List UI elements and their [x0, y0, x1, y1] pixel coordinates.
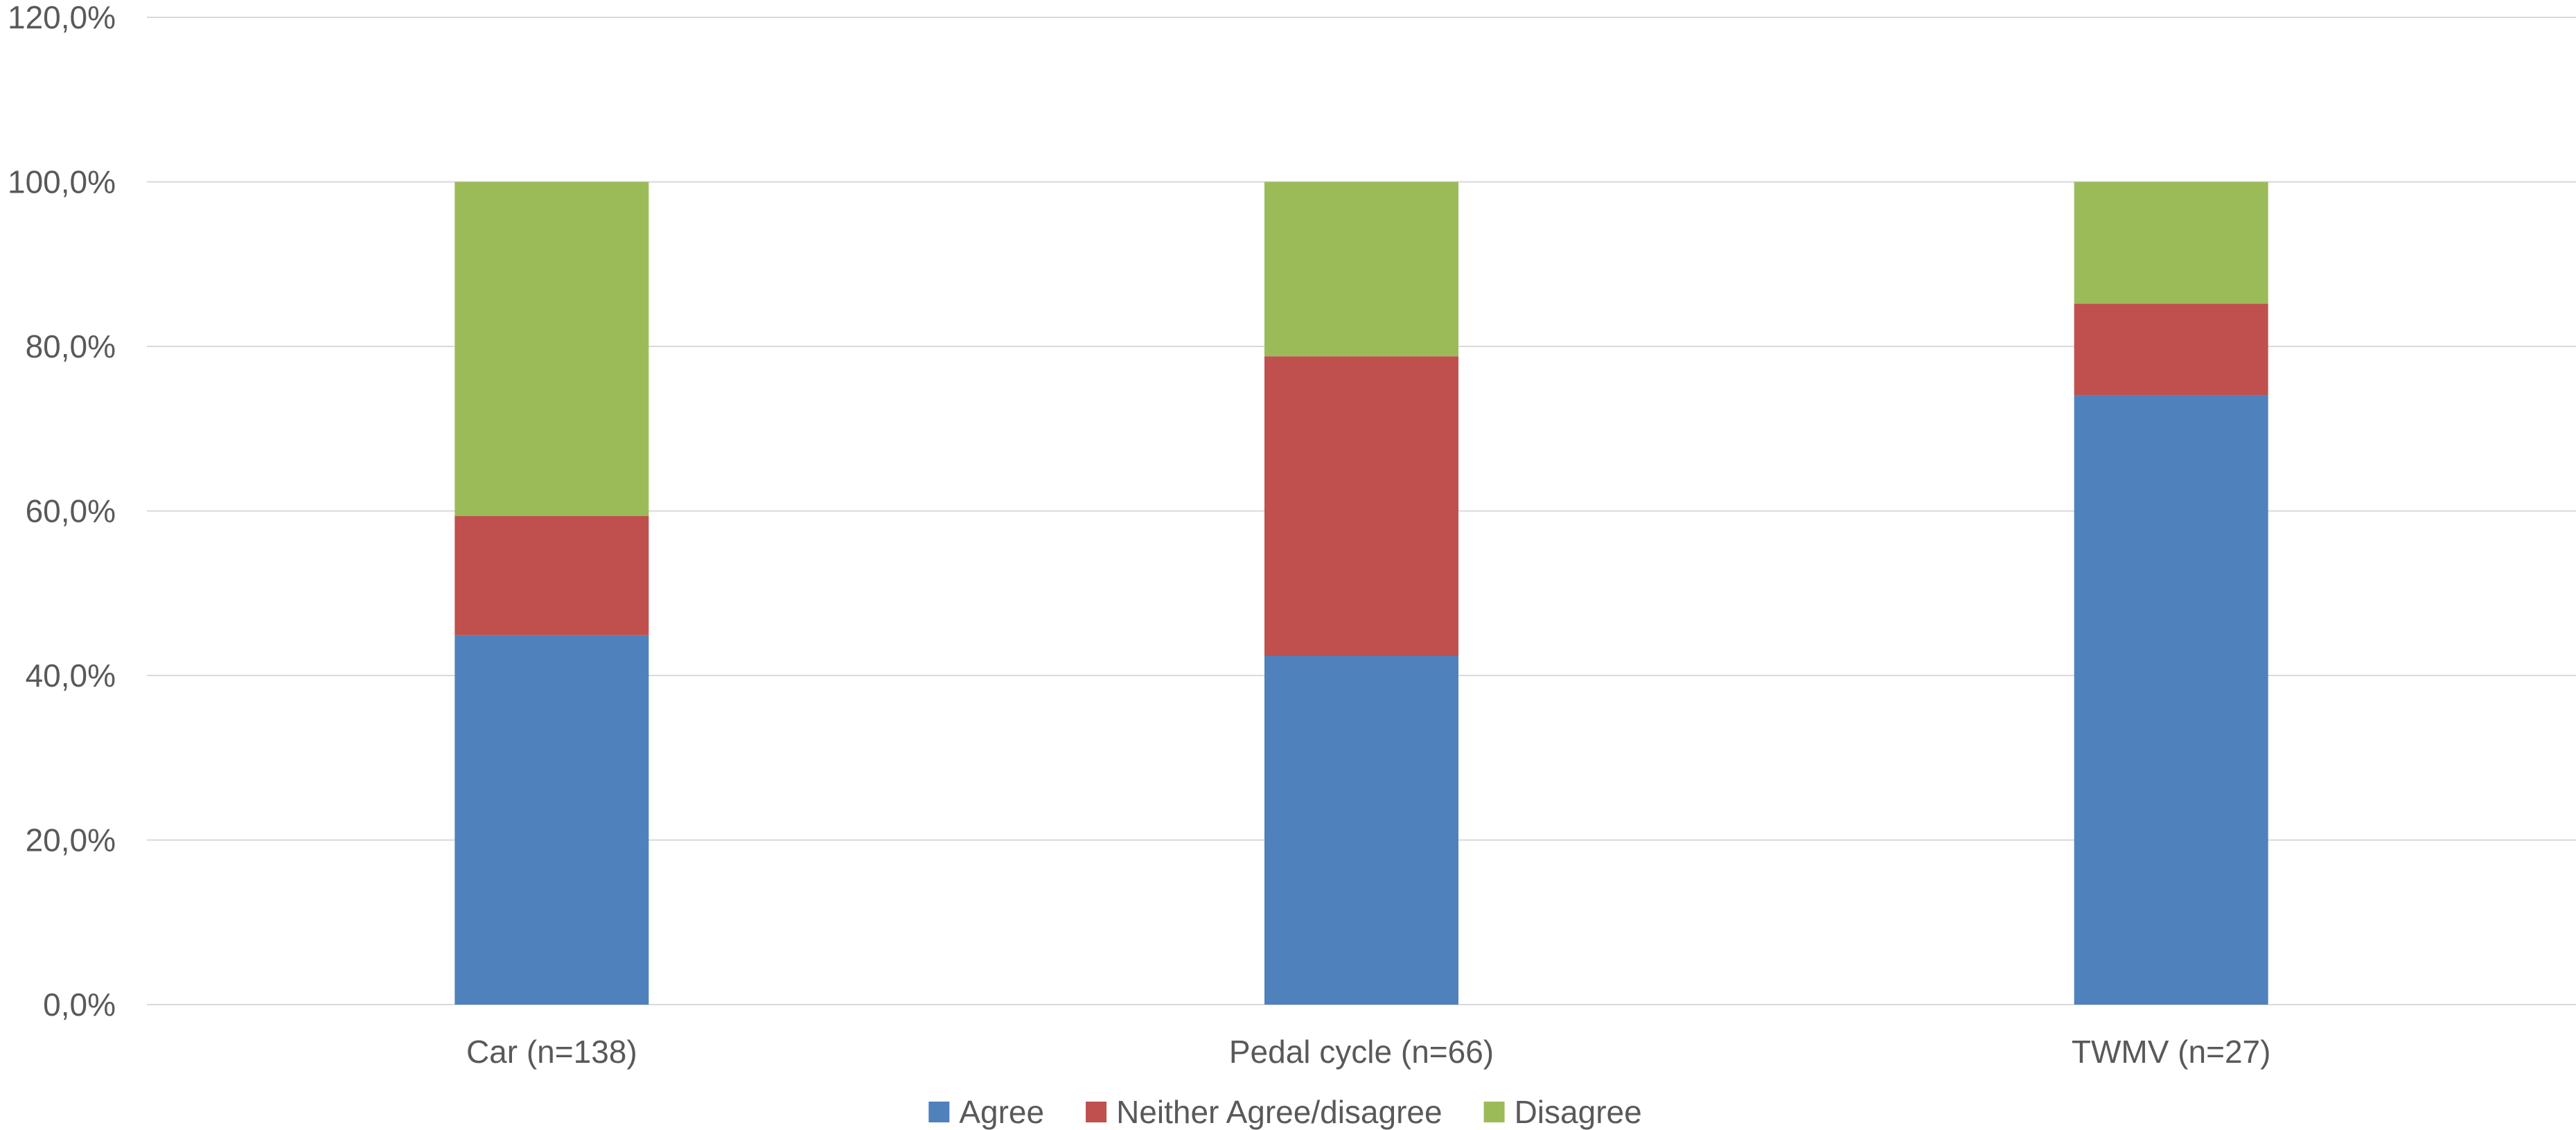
bar-segment-agree-2 — [2074, 395, 2268, 1005]
y-tick-label: 0,0% — [43, 987, 116, 1023]
x-axis-tick-labels: Car (n=138) Pedal cycle (n=66) TWMV (n=27) — [466, 1034, 2270, 1070]
bars — [455, 182, 2268, 1005]
x-tick-label: TWMV (n=27) — [2072, 1034, 2271, 1070]
legend: Agree Neither Agree/disagree Disagree — [928, 1094, 1642, 1130]
legend-label: Neither Agree/disagree — [1116, 1094, 1443, 1130]
legend-swatch — [1086, 1102, 1107, 1122]
y-tick-label: 120,0% — [8, 0, 116, 35]
legend-swatch — [1483, 1102, 1505, 1122]
bar-segment-neither-agree-disagree-2 — [2074, 303, 2268, 396]
y-tick-label: 20,0% — [26, 822, 116, 858]
bar-segment-disagree-0 — [455, 182, 649, 516]
y-tick-label: 60,0% — [26, 493, 116, 529]
bar-segment-agree-1 — [1264, 655, 1458, 1005]
x-tick-label: Pedal cycle (n=66) — [1229, 1034, 1494, 1070]
bar-segment-agree-0 — [455, 635, 649, 1005]
legend-label: Disagree — [1515, 1094, 1642, 1130]
bar-segment-disagree-1 — [1264, 182, 1458, 357]
legend-label: Agree — [959, 1094, 1044, 1130]
y-tick-label: 100,0% — [8, 164, 116, 200]
y-tick-label: 80,0% — [26, 328, 116, 364]
x-tick-label: Car (n=138) — [466, 1034, 637, 1070]
bar-segment-neither-agree-disagree-1 — [1264, 356, 1458, 656]
legend-item: Disagree — [1483, 1094, 1642, 1130]
bar-segment-neither-agree-disagree-0 — [455, 515, 649, 635]
y-tick-label: 40,0% — [26, 657, 116, 694]
legend-swatch — [928, 1102, 950, 1122]
bar-segment-disagree-2 — [2074, 182, 2268, 304]
y-axis-tick-labels: 0,0% 20,0% 40,0% 60,0% 80,0% 100,0% 120,0% — [8, 0, 116, 1023]
legend-item: Agree — [928, 1094, 1044, 1130]
legend-item: Neither Agree/disagree — [1086, 1094, 1443, 1130]
